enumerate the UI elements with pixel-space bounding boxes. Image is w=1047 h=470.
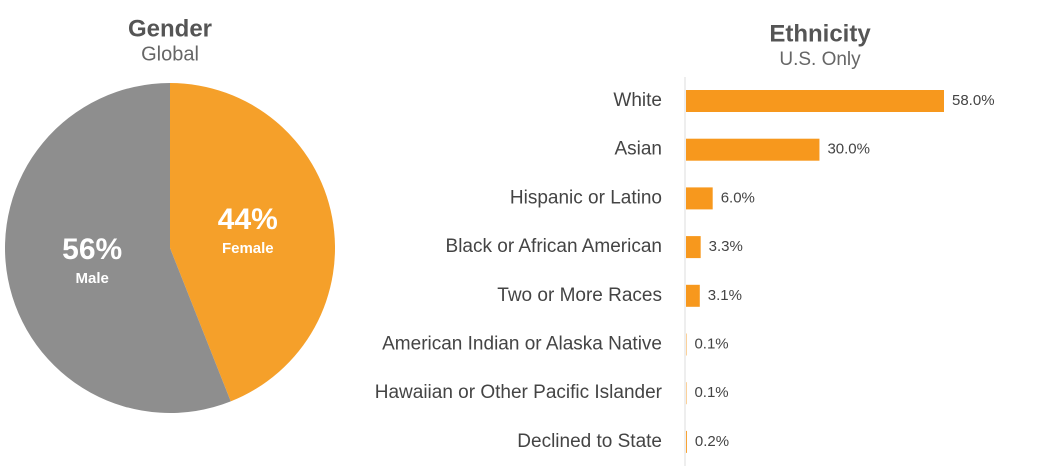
value-label: 0.1%	[694, 384, 728, 401]
slice-value-label: 56%	[62, 233, 122, 266]
slice-value-label: 44%	[218, 203, 278, 236]
value-label: 58.0%	[952, 92, 995, 109]
category-label: Black or African American	[446, 236, 662, 257]
slice-label: Male	[76, 270, 109, 287]
category-label: White	[613, 90, 662, 111]
bar	[686, 90, 944, 112]
value-label: 0.2%	[695, 433, 729, 450]
bar	[686, 138, 820, 161]
value-label: 0.1%	[694, 335, 728, 352]
category-label: American Indian or Alaska Native	[382, 334, 662, 355]
chart-title: Gender	[128, 15, 212, 42]
value-label: 3.3%	[709, 238, 743, 255]
bar	[686, 236, 701, 259]
bar	[686, 430, 687, 453]
slice-label: Female	[222, 240, 274, 257]
pie-slice	[4, 83, 231, 413]
chart-title: Ethnicity	[769, 20, 871, 47]
category-label: Hawaiian or Other Pacific Islander	[375, 382, 663, 403]
bar	[686, 284, 700, 307]
category-label: Two or More Races	[497, 285, 662, 306]
value-label: 6.0%	[721, 189, 755, 206]
bar	[686, 187, 713, 210]
category-label: Hispanic or Latino	[510, 187, 662, 208]
value-label: 30.0%	[827, 141, 870, 158]
pie-slice	[170, 83, 335, 402]
chart-subtitle: U.S. Only	[779, 49, 861, 70]
chart-subtitle: Global	[141, 43, 199, 65]
value-label: 3.1%	[708, 287, 742, 304]
category-label: Declined to State	[517, 431, 662, 452]
category-label: Asian	[614, 139, 662, 160]
